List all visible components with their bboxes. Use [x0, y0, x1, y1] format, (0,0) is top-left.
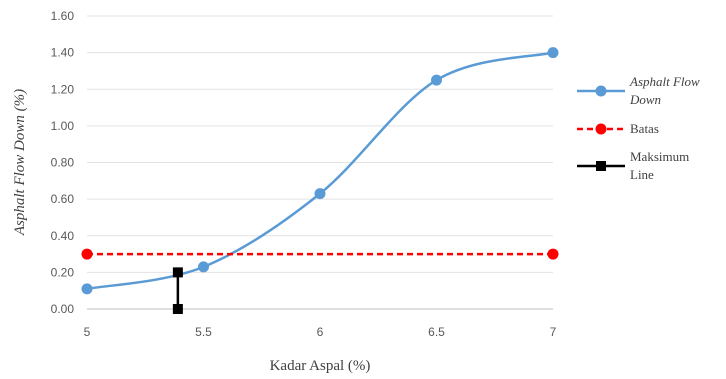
x-tick-labels: 5 5.5 6 6.5 7	[84, 325, 557, 339]
legend-swatch-marker	[596, 161, 606, 171]
data-point	[81, 248, 93, 260]
grid-lines	[87, 15, 553, 310]
x-axis-title: Kadar Aspal (%)	[270, 358, 371, 374]
data-point	[547, 47, 559, 59]
data-point	[314, 188, 326, 200]
y-tick-label: 0.60	[51, 192, 75, 206]
series-2	[172, 267, 183, 314]
data-point	[172, 304, 183, 314]
x-tick-label: 7	[550, 325, 557, 339]
y-tick-label: 0.40	[51, 229, 75, 243]
y-tick-label: 1.60	[51, 9, 75, 23]
legend-entry: Batas	[577, 121, 659, 136]
data-point	[431, 74, 442, 86]
legend-label: Batas	[630, 121, 659, 136]
data-point	[81, 283, 93, 295]
x-tick-label: 5	[84, 325, 91, 339]
legend-entry: Asphalt Flow Down	[577, 74, 700, 107]
x-tick-label: 6	[317, 325, 324, 339]
legend-label: Down	[629, 92, 661, 107]
y-tick-label: 1.20	[51, 82, 75, 96]
legend-swatch-marker	[595, 123, 607, 135]
legend-label: Line	[630, 167, 654, 182]
series-1	[81, 248, 559, 260]
y-tick-label: 1.00	[51, 119, 75, 133]
data-point	[172, 267, 183, 278]
y-tick-labels: 0.00 0.20 0.40 0.60 0.80 1.00 1.20 1.40 1.60	[51, 9, 75, 316]
x-tick-label: 5.5	[195, 325, 212, 339]
legend: Asphalt Flow Down Batas Maksimum Line	[577, 74, 700, 182]
y-tick-label: 0.80	[51, 156, 75, 170]
data-point	[547, 248, 559, 260]
data-point	[198, 261, 209, 273]
legend-swatch-marker	[595, 85, 607, 97]
x-tick-label: 6.5	[428, 325, 445, 339]
legend-entry: Maksimum Line	[577, 149, 689, 182]
y-tick-label: 0.20	[51, 265, 75, 279]
plot-series	[81, 47, 559, 314]
series-0	[81, 47, 559, 295]
legend-label: Asphalt Flow	[629, 74, 700, 89]
legend-label: Maksimum	[630, 149, 689, 164]
y-tick-label: 0.00	[51, 302, 75, 316]
y-axis-title: Asphalt Flow Down (%)	[12, 89, 28, 236]
y-tick-label: 1.40	[51, 46, 75, 60]
